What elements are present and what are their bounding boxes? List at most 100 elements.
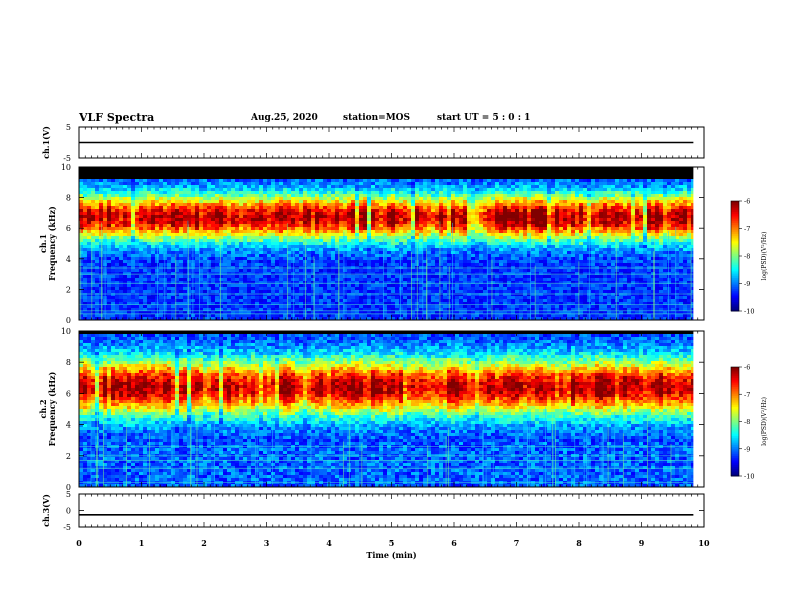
spectrogram-cell <box>467 317 472 321</box>
spectrogram-cell <box>335 308 340 312</box>
spectrogram-cell <box>95 230 100 234</box>
spectrogram-cell <box>195 281 200 285</box>
spectrogram-cell <box>399 203 404 207</box>
spectrogram-cell <box>359 293 364 297</box>
spectrogram-cell <box>219 311 224 315</box>
spectrogram-cell <box>259 308 264 312</box>
spectrogram-cell <box>115 296 120 300</box>
spectrogram-cell <box>315 218 320 222</box>
spectrogram-cell <box>223 269 228 273</box>
spectrogram-cell <box>179 179 184 183</box>
spectrogram-cell <box>271 233 276 237</box>
spectrogram-cell <box>131 191 136 195</box>
spectrogram-cell <box>327 218 332 222</box>
spectrogram-cell <box>83 284 88 288</box>
spectrogram-cell <box>231 227 236 231</box>
spectrogram-cell <box>139 284 144 288</box>
spectrogram-cell <box>443 185 448 189</box>
spectrogram-cell <box>199 290 204 294</box>
spectrogram-cell <box>99 278 104 282</box>
spectrogram-cell <box>407 248 412 252</box>
spectrogram-cell <box>275 233 280 237</box>
spectrogram-cell <box>343 194 348 198</box>
spectrogram-cell <box>171 197 176 201</box>
spectrogram-cell <box>395 263 400 267</box>
spectrogram-cell <box>419 263 424 267</box>
spectrogram-cell <box>195 263 200 267</box>
spectrogram-cell <box>319 194 324 198</box>
spectrogram-cell <box>395 302 400 306</box>
spectrogram-cell <box>155 275 160 279</box>
spectrogram-cell <box>203 269 208 273</box>
spectrogram-cell <box>311 185 316 189</box>
spectrogram-cell <box>463 290 468 294</box>
spectrogram-cell <box>395 305 400 309</box>
spectrogram-cell <box>191 188 196 192</box>
spectrogram-cell <box>171 308 176 312</box>
spectrogram-cell <box>219 314 224 318</box>
spectrogram-cell <box>311 242 316 246</box>
spectrogram-cell <box>267 308 272 312</box>
spectrogram-cell <box>483 188 488 192</box>
spectrogram-cell <box>279 275 284 279</box>
spectrogram-cell <box>223 305 228 309</box>
spectrogram-cell <box>107 254 112 258</box>
spectrogram-cell <box>347 239 352 243</box>
spectrogram-cell <box>115 230 120 234</box>
spectrogram-cell <box>347 311 352 315</box>
spectrogram-cell <box>135 278 140 282</box>
spectrogram-cell <box>359 203 364 207</box>
spectrogram-cell <box>359 257 364 261</box>
spectrogram-cell <box>431 296 436 300</box>
spectrogram-cell <box>455 191 460 195</box>
spectrogram-cell <box>475 197 480 201</box>
spectrogram-cell <box>247 209 252 213</box>
spectrogram-cell <box>87 275 92 279</box>
spectrogram-cell <box>299 221 304 225</box>
spectrogram-cell <box>323 269 328 273</box>
spectrogram-cell <box>243 188 248 192</box>
spectrogram-cell <box>123 218 128 222</box>
spectrogram-cell <box>355 203 360 207</box>
spectrogram-cell <box>399 257 404 261</box>
spectrogram-cell <box>403 275 408 279</box>
spectrogram-cell <box>391 302 396 306</box>
spectrogram-cell <box>147 308 152 312</box>
spectrogram-cell <box>83 305 88 309</box>
spectrogram-cell <box>203 203 208 207</box>
spectrogram-cell <box>479 305 484 309</box>
spectrogram-cell <box>451 221 456 225</box>
spectrogram-cell <box>207 233 212 237</box>
spectrogram-cell <box>219 188 224 192</box>
spectrogram-cell <box>455 203 460 207</box>
spectrogram-cell <box>403 191 408 195</box>
spectrogram-cell <box>247 299 252 303</box>
spectrogram-cell <box>327 179 332 183</box>
spectrogram-cell <box>387 215 392 219</box>
spectrogram-cell <box>163 233 168 237</box>
spectrogram-cell <box>183 239 188 243</box>
spectrogram-cell <box>87 215 92 219</box>
spectrogram-cell <box>355 206 360 210</box>
spectrogram-cell <box>271 299 276 303</box>
spectrogram-cell <box>95 263 100 267</box>
spectrogram-cell <box>287 275 292 279</box>
spectrogram-cell <box>311 314 316 318</box>
spectrogram-cell <box>451 236 456 240</box>
spectrogram-cell <box>187 191 192 195</box>
spectrogram-cell <box>107 185 112 189</box>
spectrogram-cell <box>251 236 256 240</box>
spectrogram-cell <box>159 227 164 231</box>
spectrogram-cell <box>143 185 148 189</box>
spectrogram-cell <box>151 194 156 198</box>
spectrogram-cell <box>235 302 240 306</box>
spectrogram-cell <box>347 227 352 231</box>
spectrogram-cell <box>235 293 240 297</box>
spectrogram-cell <box>275 221 280 225</box>
spectrogram-cell <box>143 245 148 249</box>
spectrogram-cell <box>335 188 340 192</box>
spectrogram-cell <box>391 197 396 201</box>
spectrogram-cell <box>427 182 432 186</box>
spectrogram-cell <box>387 221 392 225</box>
spectrogram-cell <box>155 290 160 294</box>
